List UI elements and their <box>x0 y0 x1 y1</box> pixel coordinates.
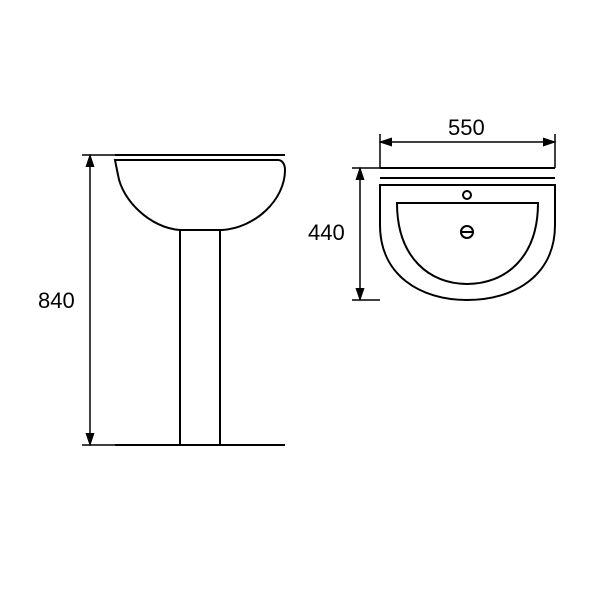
side-elevation <box>115 155 285 445</box>
dimension-depth-440 <box>352 168 380 300</box>
dimension-height-840 <box>82 155 115 445</box>
dimension-label-840: 840 <box>38 288 75 313</box>
plan-view <box>380 168 555 300</box>
technical-drawing: 840 550 440 <box>0 0 600 600</box>
dimension-label-550: 550 <box>448 115 485 140</box>
dimension-label-440: 440 <box>308 220 345 245</box>
